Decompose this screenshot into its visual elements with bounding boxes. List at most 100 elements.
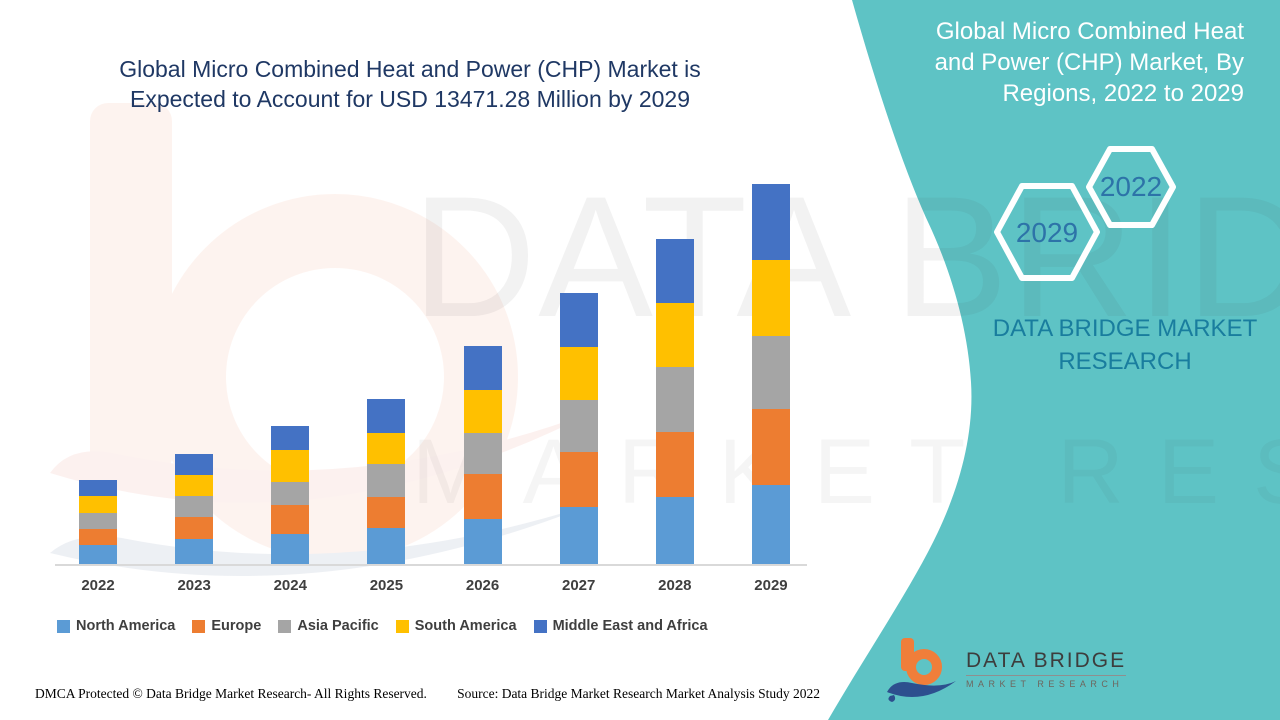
page-title: Global Micro Combined Heat and Power (CH…	[85, 54, 735, 114]
bar-segment-north-america	[175, 538, 214, 564]
bar-segment-south-america	[175, 474, 214, 496]
dbmr-logo: DATA BRIDGE MARKET RESEARCH	[884, 634, 1127, 704]
bar-segment-north-america	[271, 534, 310, 564]
stacked-bar-2023	[175, 453, 214, 564]
bar-segment-europe	[559, 451, 598, 507]
legend-swatch-north-america	[57, 619, 70, 633]
bar-segment-middle-east-and-africa	[79, 479, 117, 496]
bar-segment-middle-east-and-africa	[559, 292, 598, 347]
bar-segment-europe	[751, 408, 790, 485]
panel-brand-text: DATA BRIDGE MARKET RESEARCH	[950, 312, 1280, 378]
bar-segment-europe	[655, 431, 694, 497]
dbmr-logo-subtitle: MARKET RESEARCH	[966, 679, 1124, 689]
dbmr-logo-text: DATA BRIDGE MARKET RESEARCH	[966, 649, 1127, 689]
bar-segment-north-america	[655, 497, 694, 564]
bar-segment-middle-east-and-africa	[751, 184, 790, 260]
chart-legend: North America Europe Asia Pacific South Ame…	[57, 618, 708, 634]
side-panel-title: Global Micro Combined Heat and Power (CH…	[884, 16, 1244, 109]
bar-segment-north-america	[367, 527, 406, 564]
bar-slot-2029: 2029	[723, 170, 819, 594]
stacked-bar-2027	[559, 292, 598, 564]
x-axis-label-2029: 2029	[754, 577, 788, 594]
bar-slot-2028: 2028	[627, 170, 723, 594]
legend-swatch-asia-pacific	[278, 619, 292, 633]
bar-segment-asia-pacific	[367, 463, 406, 497]
bar-segment-north-america	[751, 484, 790, 564]
x-axis-label-2026: 2026	[465, 577, 500, 594]
bar-segment-middle-east-and-africa	[271, 425, 310, 450]
legend-label-north-america: North America	[76, 618, 176, 634]
bar-segment-middle-east-and-africa	[655, 238, 694, 303]
legend-label-south-america: South America	[414, 618, 517, 634]
panel-brand-line2: RESEARCH	[1058, 348, 1192, 375]
page-title-line2: Expected to Account for USD 13471.28 Mil…	[129, 86, 690, 112]
stacked-bar-2028	[655, 238, 694, 564]
stacked-bar-2026	[463, 345, 502, 564]
bar-segment-asia-pacific	[463, 432, 502, 474]
x-axis-label-2024: 2024	[273, 577, 307, 594]
bar-segment-north-america	[79, 545, 117, 564]
hexagon-year-badges: 2022 2029	[994, 146, 1176, 281]
bar-segment-europe	[271, 505, 310, 534]
page-title-line1: Global Micro Combined Heat and Power (CH…	[119, 56, 701, 82]
bar-segment-europe	[463, 473, 502, 519]
x-axis-label-2025: 2025	[369, 577, 404, 594]
legend-label-asia-pacific: Asia Pacific	[297, 618, 379, 634]
legend-label-europe: Europe	[211, 618, 262, 634]
bar-segment-south-america	[79, 495, 117, 513]
bar-segment-asia-pacific	[79, 512, 117, 529]
bar-slot-2023: 2023	[146, 170, 242, 594]
bar-segment-south-america	[367, 432, 406, 464]
footer-copyright-text: DMCA Protected © Data Bridge Market Rese…	[35, 686, 427, 701]
bar-slot-2025: 2025	[338, 170, 434, 594]
hexagon-2022-label: 2022	[1100, 171, 1162, 202]
chart: 2022 2023 2024 2025 2026 2027 2028 2029	[50, 170, 830, 594]
bar-segment-europe	[175, 516, 214, 539]
bar-segment-asia-pacific	[751, 335, 790, 409]
bar-segment-south-america	[559, 346, 598, 400]
bar-slot-2026: 2026	[435, 170, 531, 594]
bar-segment-north-america	[559, 507, 598, 564]
bar-segment-asia-pacific	[655, 366, 694, 432]
bar-segment-middle-east-and-africa	[175, 453, 214, 475]
legend-item-asia-pacific: Asia Pacific	[278, 618, 379, 634]
stacked-bar-2024	[271, 425, 310, 564]
stacked-bar-2029	[751, 184, 790, 564]
x-axis-label-2022: 2022	[81, 577, 115, 594]
x-axis-label-2028: 2028	[658, 577, 692, 594]
dbmr-logo-mark-icon	[887, 638, 956, 702]
bar-segment-middle-east-and-africa	[367, 398, 406, 433]
x-axis-label-2023: 2023	[177, 577, 211, 594]
side-panel-title-line1: Global Micro Combined Heat	[935, 18, 1244, 45]
bar-segment-south-america	[463, 389, 502, 433]
dbmr-logo-divider	[966, 675, 1127, 676]
panel-brand-line1: DATA BRIDGE MARKET	[992, 315, 1258, 342]
legend-label-middle-east-and-africa: Middle East and Africa	[552, 618, 708, 634]
legend-swatch-middle-east-and-africa	[533, 619, 547, 633]
hexagon-2029-label: 2029	[1016, 217, 1078, 248]
bar-segment-south-america	[655, 302, 694, 367]
bar-segment-asia-pacific	[271, 481, 310, 505]
bar-segment-north-america	[463, 518, 502, 564]
hexagon-2029-badge: 2029	[994, 183, 1100, 281]
legend-item-south-america: South America	[395, 618, 517, 634]
stacked-bar-2022	[79, 479, 117, 564]
bar-segment-europe	[79, 528, 117, 545]
footer: DMCA Protected © Data Bridge Market Rese…	[35, 686, 820, 702]
hexagon-2022-badge: 2022	[1086, 146, 1176, 228]
legend-swatch-south-america	[395, 619, 409, 633]
dbmr-logo-title: DATA BRIDGE	[966, 649, 1127, 672]
bar-segment-asia-pacific	[559, 399, 598, 452]
stacked-bar-2025	[367, 398, 406, 564]
bar-segment-middle-east-and-africa	[463, 345, 502, 390]
x-axis-line	[55, 564, 807, 566]
side-panel-title-line2: and Power (CHP) Market, By	[934, 49, 1244, 76]
bar-segment-europe	[367, 496, 406, 528]
bar-segment-south-america	[271, 449, 310, 482]
bar-segment-asia-pacific	[175, 495, 214, 517]
side-panel-title-line3: Regions, 2022 to 2029	[1002, 80, 1244, 107]
bar-slot-2022: 2022	[50, 170, 146, 594]
footer-source-text: Source: Data Bridge Market Research Mark…	[457, 686, 820, 701]
bar-slot-2027: 2027	[531, 170, 627, 594]
